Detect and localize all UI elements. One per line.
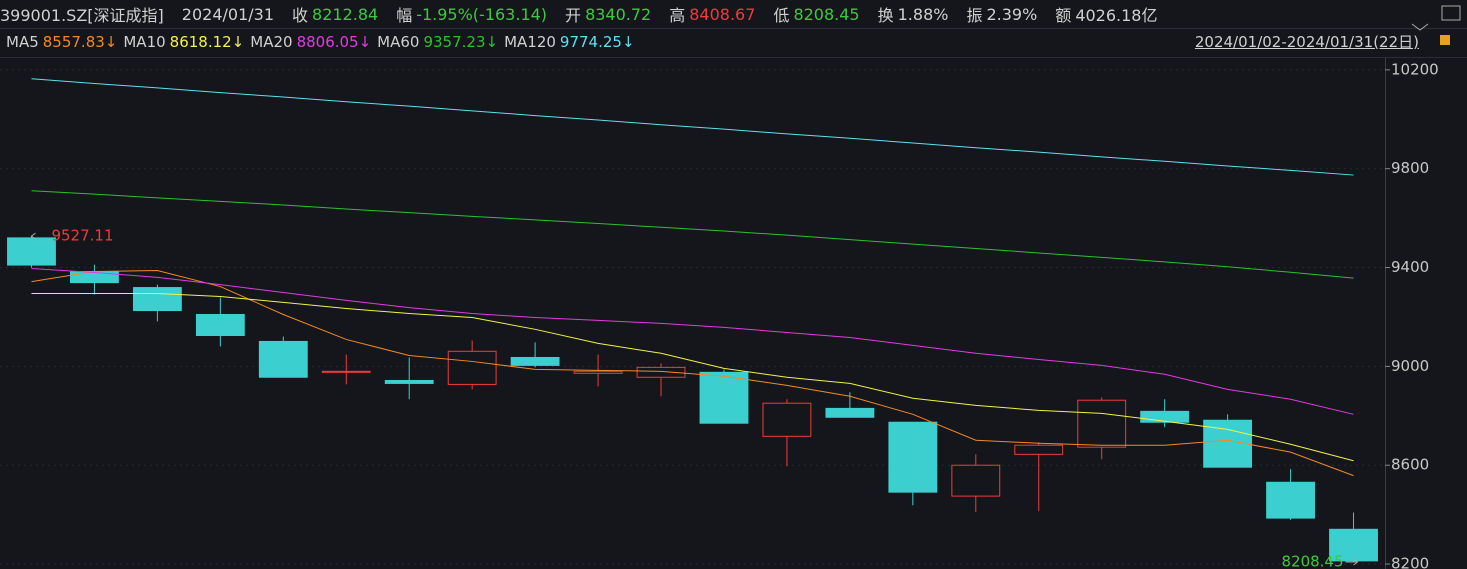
label: 额 [1055, 6, 1072, 25]
high-label: 9527.11 [51, 227, 113, 245]
label: 幅 [396, 6, 413, 25]
ma-line [31, 270, 1354, 477]
candle-body [447, 350, 497, 385]
candle-body [1077, 399, 1127, 448]
legend-name: MA120 [504, 33, 556, 51]
change: -1.95%(-163.14) [416, 4, 548, 24]
y-tick-label: 10200 [1391, 60, 1439, 78]
candle-body [951, 464, 1001, 497]
ma-line [31, 78, 1354, 176]
candle-body [132, 287, 182, 312]
candle-body [195, 313, 245, 336]
symbol: 399001.SZ[深证成指] [0, 6, 164, 25]
marker-arrow [30, 232, 36, 240]
close: 8212.84 [312, 4, 379, 24]
legend-value: 8557.83↓ [42, 33, 118, 51]
candle-body [825, 407, 875, 418]
candle-body [321, 370, 371, 373]
lock-icon[interactable] [1440, 35, 1450, 45]
ma-line [31, 190, 1354, 279]
y-tick-label: 8200 [1391, 555, 1429, 569]
legend-value: 9774.25↓ [559, 33, 635, 51]
label: 高 [669, 6, 686, 25]
label: 低 [773, 6, 790, 25]
icon[interactable] [1441, 5, 1461, 21]
candle-body [699, 371, 749, 424]
date-range[interactable]: 2024/01/02-2024/01/31(22日) [1194, 33, 1419, 51]
label: 换 [877, 6, 894, 25]
candle-body [1140, 410, 1190, 423]
ma-line [31, 292, 1354, 462]
amplitude: 2.39% [986, 4, 1038, 24]
amount: 4026.18亿 [1075, 6, 1158, 25]
turnover: 1.88% [897, 4, 949, 24]
candle-body [1014, 444, 1064, 455]
y-tick-label: 9800 [1391, 159, 1429, 177]
candle-body [510, 356, 560, 366]
label: 开 [565, 6, 582, 25]
candle-body [762, 402, 812, 437]
label: 收 [292, 6, 309, 25]
legend: MA5 8557.83↓ MA10 8618.12↓ MA20 8806.05↓ MA60 9… [0, 30, 635, 54]
candle-body [1329, 528, 1378, 562]
legend-value: 9357.23↓ [423, 33, 499, 51]
legend-name: MA20 [250, 33, 293, 51]
low: 8208.45 [793, 4, 860, 24]
high: 8408.67 [689, 4, 756, 24]
label: 振 [966, 6, 983, 25]
ma-line [31, 268, 1354, 415]
candle-body [573, 370, 623, 374]
legend-value: 8806.05↓ [296, 33, 372, 51]
low-label: 8208.45 [1281, 552, 1343, 569]
candle-body [7, 237, 56, 266]
quote-bar: 399001.SZ[深证成指] 2024/01/31 收 8212.84 幅 -1.… [0, 0, 1467, 28]
y-tick-label: 8600 [1391, 456, 1429, 474]
date: 2024/01/31 [181, 4, 274, 24]
marker-arrow [1345, 558, 1359, 566]
open: 8340.72 [585, 4, 652, 24]
y-tick-label: 9400 [1391, 258, 1429, 276]
legend-name: MA5 [6, 33, 39, 51]
legend-name: MA10 [123, 33, 166, 51]
dropdown-icon[interactable] [1411, 23, 1429, 31]
candle-body [1266, 481, 1315, 519]
legend-value: 8618.12↓ [169, 33, 245, 51]
y-tick-label: 9000 [1391, 357, 1429, 375]
candle-body [636, 366, 686, 378]
candle-body [384, 379, 434, 384]
candle-body [70, 270, 119, 284]
candle-body [888, 421, 938, 493]
candle-body [258, 340, 308, 378]
legend-name: MA60 [377, 33, 420, 51]
